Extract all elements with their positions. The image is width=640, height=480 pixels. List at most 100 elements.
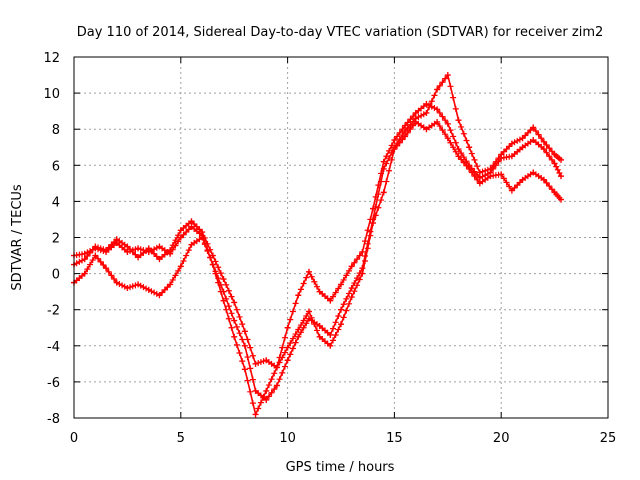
sample-marker <box>394 142 401 149</box>
data-point <box>284 324 291 331</box>
sample-marker <box>129 283 136 290</box>
sample-marker <box>164 249 171 256</box>
sample-marker <box>362 257 369 264</box>
sample-marker <box>410 113 417 120</box>
sample-marker <box>514 137 521 144</box>
sample-marker <box>399 136 406 143</box>
sample-marker <box>268 389 275 396</box>
sample-marker <box>289 345 296 352</box>
data-point <box>338 321 344 328</box>
sample-marker <box>500 148 507 155</box>
sample-marker <box>460 130 467 137</box>
sample-marker <box>506 153 513 160</box>
sample-marker <box>228 293 235 300</box>
x-tick-label: 0 <box>70 431 78 446</box>
sample-marker <box>343 272 350 279</box>
sample-marker <box>233 341 240 348</box>
sample-marker <box>137 246 144 253</box>
sample-marker <box>364 245 371 252</box>
data-point <box>199 229 206 236</box>
sample-marker <box>289 335 296 342</box>
y-tick-label: 10 <box>43 87 60 102</box>
sample-marker <box>313 283 320 290</box>
sample-marker <box>407 126 414 133</box>
sample-marker <box>255 405 262 412</box>
sample-marker <box>271 386 278 393</box>
sample-marker <box>346 300 353 307</box>
sample-marker <box>343 307 350 314</box>
data-point <box>252 411 259 418</box>
sample-marker <box>340 314 347 321</box>
sample-marker <box>404 119 411 126</box>
sample-marker <box>151 289 158 296</box>
sample-marker <box>196 226 203 233</box>
sample-marker <box>217 288 224 295</box>
sample-marker <box>297 286 304 293</box>
data-point <box>81 256 88 263</box>
data-point <box>359 248 366 255</box>
sample-marker <box>447 83 454 90</box>
sample-marker <box>97 258 104 265</box>
sample-marker <box>431 92 438 99</box>
sample-marker <box>169 242 176 249</box>
data-point <box>423 109 430 116</box>
sample-marker <box>535 131 542 138</box>
series-line <box>73 121 562 416</box>
y-axis-label: SDTVAR / TECUs <box>10 184 25 291</box>
series-line <box>73 74 562 401</box>
y-tick-label: 12 <box>43 51 60 66</box>
sample-marker <box>367 216 374 223</box>
sample-marker <box>233 306 240 313</box>
sample-marker <box>207 246 214 253</box>
sample-marker <box>439 113 446 120</box>
sample-marker <box>236 330 243 337</box>
sample-marker <box>386 167 393 174</box>
x-tick-label: 15 <box>386 431 403 446</box>
sample-marker <box>548 148 555 155</box>
sample-marker <box>239 321 246 328</box>
sample-marker <box>383 153 390 160</box>
data-point <box>455 146 462 153</box>
chart-title: Day 110 of 2014, Sidereal Day-to-day VTE… <box>77 25 604 40</box>
sample-marker <box>175 267 182 274</box>
data-point <box>209 261 216 268</box>
sample-marker <box>383 178 390 185</box>
sample-marker <box>492 162 499 169</box>
sample-marker <box>428 98 435 105</box>
sample-marker <box>420 103 427 110</box>
sample-marker <box>548 156 555 163</box>
sample-marker <box>153 244 160 251</box>
sample-marker <box>335 326 342 333</box>
sample-marker <box>292 331 299 338</box>
sample-marker <box>281 349 288 356</box>
sample-marker <box>217 270 224 277</box>
sample-marker <box>281 334 288 341</box>
sample-marker <box>268 376 275 383</box>
y-tick-label: -8 <box>47 412 60 427</box>
sample-marker <box>500 175 507 182</box>
data-point <box>305 268 312 275</box>
sample-marker <box>484 174 491 181</box>
sample-marker <box>276 376 283 383</box>
data-point <box>273 382 280 389</box>
sample-marker <box>79 257 86 264</box>
y-tick-label: 4 <box>52 195 60 210</box>
sample-marker <box>329 337 336 344</box>
sample-marker <box>212 270 219 277</box>
y-tick-label: -4 <box>47 340 60 355</box>
sample-marker <box>111 276 118 283</box>
sample-marker <box>180 231 187 238</box>
data-point <box>370 220 377 227</box>
sample-marker <box>329 293 336 300</box>
sample-marker <box>265 382 272 389</box>
sample-marker <box>546 153 553 160</box>
sample-marker <box>474 176 481 183</box>
sample-marker <box>140 284 147 291</box>
sample-marker <box>332 289 339 296</box>
sample-marker <box>132 246 139 253</box>
sample-marker <box>351 259 358 266</box>
data-point <box>551 160 558 167</box>
series-track-3 <box>71 118 565 418</box>
sample-marker <box>439 79 446 86</box>
